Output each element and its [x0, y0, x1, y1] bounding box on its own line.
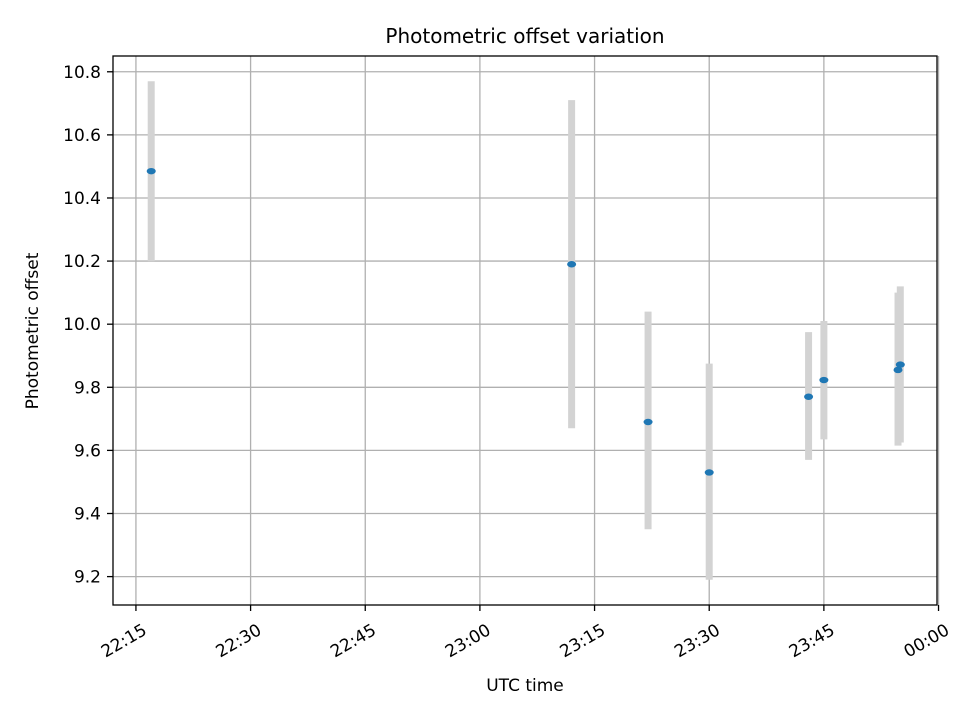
- y-tick-label: 9.6: [74, 441, 101, 461]
- data-point: [567, 261, 577, 268]
- tick-layer: 22:15 22:30 22:45 23:00 23:15 23:30 23:45 00:00…: [63, 63, 953, 662]
- x-tick-label: 22:30: [213, 620, 265, 662]
- y-tick-label: 9.8: [74, 378, 101, 398]
- y-tick-label: 10.8: [63, 63, 101, 83]
- x-tick-label: 23:30: [671, 620, 723, 662]
- chart-title: Photometric offset variation: [385, 24, 664, 48]
- x-tick-label: 22:15: [98, 620, 150, 662]
- x-tick-label: 23:45: [786, 620, 838, 662]
- data-point: [704, 469, 714, 476]
- y-tick-label: 10.6: [63, 126, 101, 146]
- point-layer: [146, 167, 905, 476]
- y-tick-label: 10.0: [63, 315, 101, 335]
- data-point: [643, 418, 653, 426]
- data-point: [893, 366, 903, 374]
- x-tick-label: 23:15: [557, 620, 609, 662]
- x-tick-label: 22:45: [327, 620, 379, 662]
- plot-frame: [112, 55, 938, 606]
- x-axis-title: UTC time: [486, 676, 564, 696]
- y-axis-title: Photometric offset: [23, 252, 43, 409]
- y-tick-label: 9.2: [74, 568, 101, 588]
- data-point: [804, 393, 814, 400]
- errorbar-layer: [147, 81, 904, 580]
- data-point: [146, 167, 156, 175]
- data-point: [819, 376, 829, 384]
- y-tick-label: 10.2: [63, 252, 101, 272]
- y-tick-label: 10.4: [63, 189, 101, 209]
- data-point: [895, 361, 905, 368]
- x-tick-label: 00:00: [901, 620, 953, 662]
- y-tick-label: 9.4: [74, 505, 101, 525]
- grid-layer: [113, 56, 940, 605]
- x-tick-label: 23:00: [442, 620, 494, 662]
